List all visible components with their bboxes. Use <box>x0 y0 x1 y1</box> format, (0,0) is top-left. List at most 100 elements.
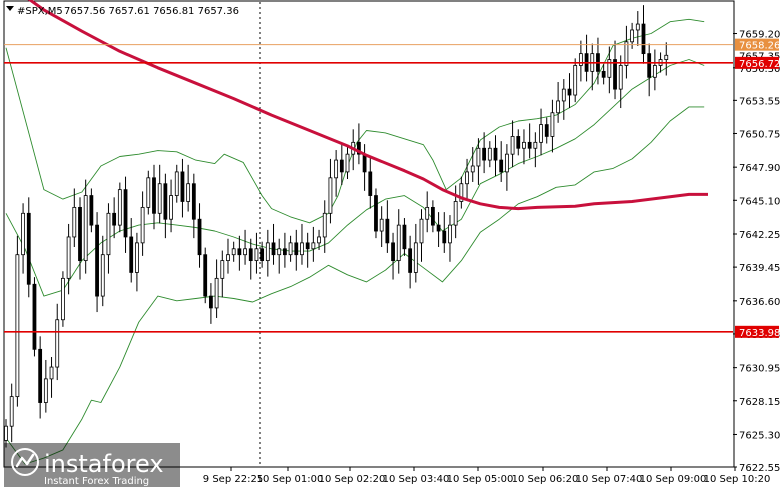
candle <box>510 120 515 168</box>
candle-body-bull <box>573 65 578 96</box>
price-tick-label: 7659.20 <box>739 30 780 41</box>
candle-body-bull <box>578 53 583 66</box>
candle <box>95 212 99 313</box>
candle <box>465 158 469 200</box>
candle <box>328 158 333 224</box>
candle <box>180 158 185 218</box>
candle-body-bull <box>317 236 321 244</box>
candle <box>408 235 413 289</box>
candle-body-bull <box>624 41 629 66</box>
candle-body-bear <box>129 236 134 273</box>
plot-area <box>3 0 735 468</box>
candle <box>459 176 464 209</box>
candle-body-bear <box>78 206 82 262</box>
candle <box>4 419 8 448</box>
candle-body-bull <box>21 212 25 256</box>
candle <box>322 200 327 253</box>
candle <box>248 238 253 280</box>
candle <box>100 235 105 307</box>
candle-body-bear <box>601 70 606 78</box>
level-price-label: 7656.72 <box>739 59 780 70</box>
candle-body-bear <box>163 183 168 220</box>
time-tick-label: 10 Sep 03:40 <box>383 474 450 485</box>
candle-body-bull <box>9 396 14 427</box>
candle-body-bull <box>106 212 111 256</box>
candle-body-bull <box>135 242 139 273</box>
candle <box>277 238 282 274</box>
candle <box>129 218 134 283</box>
candle <box>163 173 168 239</box>
candle <box>413 223 418 283</box>
candle <box>430 200 435 233</box>
candle-body-bull <box>311 242 316 250</box>
candle-body-bull <box>243 248 247 256</box>
price-tick-label: 7622.55 <box>739 463 780 474</box>
candle-body-bull <box>55 319 60 368</box>
watermark-tagline: Instant Forex Trading <box>44 476 149 487</box>
level-price-label: 7633.98 <box>739 328 780 339</box>
candle <box>539 108 543 156</box>
candle <box>49 357 54 398</box>
candle-body-bull <box>448 224 452 244</box>
candle-body-bear <box>38 348 43 403</box>
candle-body-bull <box>43 378 48 403</box>
candle-body-bear <box>499 159 504 173</box>
candle <box>305 232 310 268</box>
candle <box>140 191 145 256</box>
candle-body-bull <box>72 206 77 238</box>
candle-body-bull <box>300 242 304 256</box>
candle <box>294 229 299 271</box>
candle <box>601 64 606 85</box>
candle-body-bull <box>117 189 122 226</box>
candle <box>26 197 31 298</box>
candle <box>624 25 629 79</box>
candle <box>578 40 583 82</box>
candle <box>567 73 572 109</box>
candle-body-bull <box>652 65 657 78</box>
candle-body-bull <box>254 248 259 262</box>
candle-body-bear <box>203 254 208 297</box>
time-tick-label: 10 Sep 01:00 <box>257 474 324 485</box>
candle-body-bull <box>66 236 71 279</box>
candle <box>271 223 276 265</box>
candle-body-bull <box>425 206 430 220</box>
watermark-brand: instaforex <box>44 450 164 478</box>
candle-body-bear <box>402 224 407 250</box>
time-tick-label: 10 Sep 09:00 <box>640 474 707 485</box>
price-tick-label: 7636.60 <box>739 297 780 308</box>
candle-body-bear <box>647 53 652 78</box>
ohlc-readout: 7657.56 7657.61 7656.81 7657.36 <box>64 6 239 17</box>
level-price-tag <box>735 325 779 338</box>
candle <box>334 150 339 197</box>
candle <box>618 55 623 109</box>
candle-body-bull <box>61 277 65 321</box>
candle-body-bull <box>379 218 384 232</box>
candle <box>61 271 65 327</box>
price-axis: 7659.20 7656.30 7653.55 7650.75 7647.90 7645.… <box>733 30 780 474</box>
price-tick-label: 7630.95 <box>739 364 780 375</box>
candle <box>664 42 669 76</box>
candle-body-bull <box>664 54 669 60</box>
candle <box>561 79 566 120</box>
candle-body-bull <box>550 112 555 137</box>
candle <box>317 229 321 250</box>
candle <box>368 155 373 209</box>
time-tick-label: 10 Sep 06:20 <box>512 474 579 485</box>
price-tick-label: 7650.75 <box>739 129 780 140</box>
candle <box>396 209 401 274</box>
candle <box>374 188 378 239</box>
candle-body-bear <box>209 295 213 309</box>
chart-menu-triangle-icon[interactable] <box>6 6 14 11</box>
price-tick-label: 7653.55 <box>739 96 780 107</box>
candle <box>527 123 532 159</box>
candle-body-bull <box>561 88 566 102</box>
moving-average-line <box>27 0 708 211</box>
candle-body-bull <box>146 177 151 208</box>
candle <box>402 218 407 256</box>
candle-body-bull <box>328 177 333 214</box>
candle <box>504 144 509 191</box>
candle-body-bull <box>607 59 612 78</box>
candle <box>482 132 487 174</box>
